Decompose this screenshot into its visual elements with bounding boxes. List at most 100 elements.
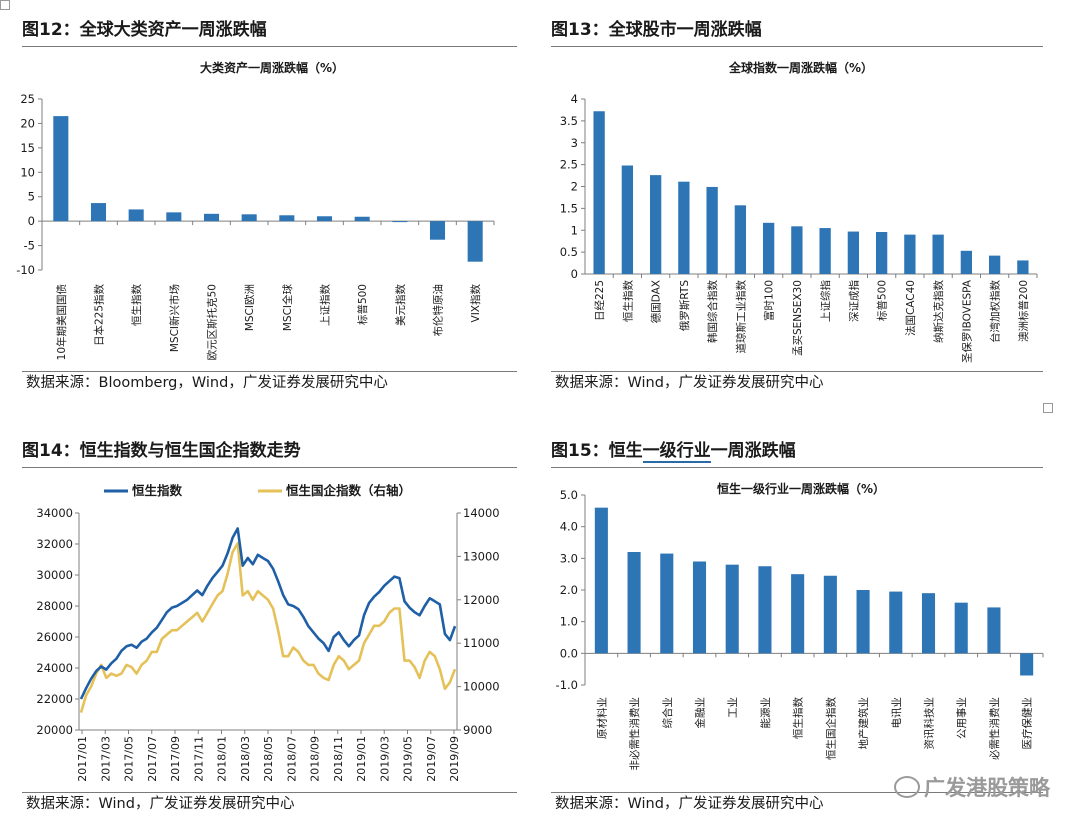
x-tick-label: 标普500 [356,284,369,325]
figure-label: 图12 [22,20,63,40]
x-tick-label: 2019/07 [425,736,438,782]
figure-caption-prefix: 恒生 [608,441,643,461]
watermark-text: 广发港股策略 [924,776,1050,800]
y-tick-label: -10 [16,263,35,277]
bar [316,216,333,222]
figure-14-panel: 图14：恒生指数与恒生国企指数走势 恒生指数 恒生国企指数（右轴） 20000 220… [22,437,517,827]
x-tick-label: 非必需性消费业 [628,697,641,771]
x-tick-label: 深证成指 [847,280,860,322]
x-tick-label: 2017/11 [192,736,205,782]
x-tick-label: 公用事业 [955,697,968,739]
left-tick-label: 22000 [36,692,73,706]
x-tick-label: 2019/01 [355,736,368,782]
global-index-weekly-change-chart: 全球指数一周涨跌幅（%） 0 0.5 1 1.5 2 2.5 3 3.5 4 日经225 恒生指数 德国… [560,60,1038,363]
x-tick-label: 恒生指数 [130,284,143,326]
asset-weekly-change-chart: 大类资产一周涨跌幅（%） -10 -5 0 5 10 15 20 25 10年期美国国债 日本225… [16,60,495,360]
chart-title: 恒生一级行业一周涨跌幅（%） [717,481,885,496]
x-tick-label: 2019/05 [402,736,415,782]
x-tick-label: 孟买SENSEX30 [792,280,804,356]
y-tick-label: 3.0 [560,551,578,565]
bar [53,116,69,222]
x-tick-label: 纳斯达克指数 [932,280,945,343]
x-tick-label: 上证综指 [819,280,832,322]
bar [627,552,641,654]
bar [819,228,831,274]
figure-separator: ： [62,20,80,40]
bar [875,232,888,274]
x-tick-label: 2017/09 [169,736,182,782]
figure-13-source: 数据来源：Wind，广发证券发展研究中心 [551,371,1043,395]
bar [649,175,662,274]
right-tick-label: 13000 [463,549,500,563]
y-tick-label: -1.0 [556,678,578,692]
bar [279,215,295,222]
y-tick-label: 2.0 [560,583,578,597]
x-tick-label: 2018/03 [239,736,252,782]
x-tick-label: 2017/05 [123,736,136,782]
y-tick-label: 2.5 [560,158,578,172]
left-tick-label: 34000 [36,506,73,520]
figure-caption-suffix: 一周涨跌幅 [710,441,796,461]
figure-14-title: 图14：恒生指数与恒生国企指数走势 [22,437,517,468]
x-tick-label: 富时100 [763,280,776,321]
x-tick-label: 欧元区斯托克50 [206,284,219,360]
y-tick-label: 0 [28,214,35,228]
right-tick-label: 9000 [463,723,492,737]
bar [706,186,718,274]
right-tick-label: 14000 [463,506,500,520]
y-tick-label: 4.0 [560,520,578,534]
x-tick-label: 德国DAX [650,280,663,323]
x-tick-label: 2018/09 [309,736,322,782]
bar [791,226,803,274]
bar [593,111,605,274]
y-tick-label: 25 [20,92,35,106]
figure-12-source: 数据来源：Bloomberg，Wind，广发证券发展研究中心 [22,371,517,395]
figure-caption-link[interactable]: 一级行业 [642,441,711,463]
bar [1020,653,1034,676]
legend-label-hsi: 恒生指数 [132,483,183,498]
x-tick-label: 恒生国企指数 [824,697,837,760]
figure-14-source: 数据来源：Wind，广发证券发展研究中心 [22,792,517,816]
x-tick-label: 法国CAC40 [904,280,917,336]
hsi-series-line [79,527,457,700]
y-tick-label: 2 [571,180,578,194]
bar [429,221,446,240]
x-tick-label: 工业 [727,697,739,718]
figure-caption: 全球大类资产一周涨跌幅 [79,20,267,40]
x-tick-label: 2018/11 [332,736,345,782]
x-tick-label: VIX指数 [469,284,482,323]
corner-handle [0,0,10,10]
y-tick-label: 1.5 [560,201,578,215]
bar [594,507,608,654]
x-tick-label: 日经225 [593,280,606,321]
bar [621,165,634,274]
x-tick-label: 俄罗斯RTS [678,280,691,331]
figure-label: 图14 [22,441,63,461]
hs-industry-weekly-change-chart: 恒生一级行业一周涨跌幅（%） -1.0 0.0 1.0 2.0 3.0 4.0 5.0 原材料业… [556,481,1044,771]
bar [692,561,707,654]
figure-label: 图13 [551,20,592,40]
x-tick-label: 10年期美国国债 [55,284,68,360]
x-tick-label: 恒生指数 [792,697,805,739]
figure-separator: ： [591,441,609,461]
bar [904,234,916,274]
bar [203,213,220,222]
bar [734,205,747,274]
y-tick-label: 3 [571,136,578,150]
figure-separator: ： [591,20,609,40]
y-tick-label: 4 [571,92,578,106]
bar [988,255,1001,274]
bar [791,574,805,654]
x-tick-label: 能源业 [759,697,772,729]
left-tick-label: 24000 [36,661,73,675]
bar [725,564,739,654]
bar [954,602,968,654]
left-tick-label: 30000 [36,568,73,582]
bar [823,575,837,654]
bar [128,209,144,222]
right-tick-label: 11000 [463,636,500,650]
x-tick-label: 2019/09 [448,736,461,782]
y-tick-label: 20 [20,116,35,130]
bar [889,591,903,654]
x-tick-label: 金融业 [694,697,707,729]
